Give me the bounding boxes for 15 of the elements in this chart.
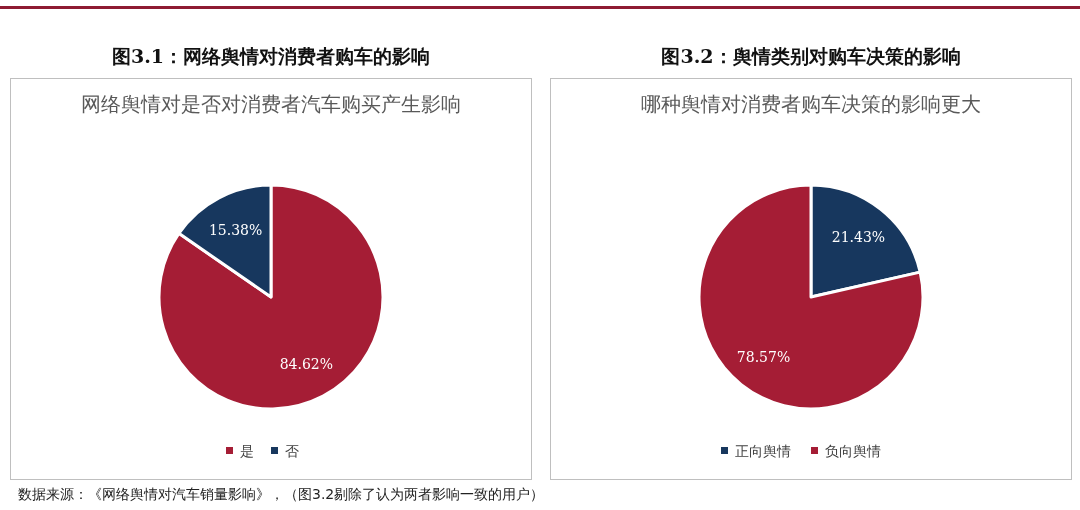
chart-title: 图3.1：网络舆情对消费者购车的影响 [110, 44, 432, 69]
chart-title: 图3.2：舆情类别对购车决策的影响 [660, 44, 962, 69]
pie-slice [697, 183, 925, 411]
legend-label: 是 [240, 443, 254, 459]
legend-label: 负向舆情 [825, 443, 881, 459]
data-label: 84.62% [279, 356, 334, 373]
data-label: 78.57% [736, 348, 791, 365]
legend-label: 正向舆情 [735, 443, 791, 459]
chart-subtitle: 网络舆情对是否对消费者汽车购买产生影响 [80, 91, 462, 118]
chart-subtitle: 哪种舆情对消费者购车决策的影响更大 [640, 91, 982, 118]
legend-label: 否 [285, 443, 299, 459]
pie-slice [157, 183, 385, 411]
source-note: 数据来源：《网络舆情对汽车销量影响》，（图3.2剔除了认为两者影响一致的用户） [18, 486, 545, 504]
data-label: 15.38% [208, 221, 263, 238]
data-label: 21.43% [831, 229, 886, 246]
